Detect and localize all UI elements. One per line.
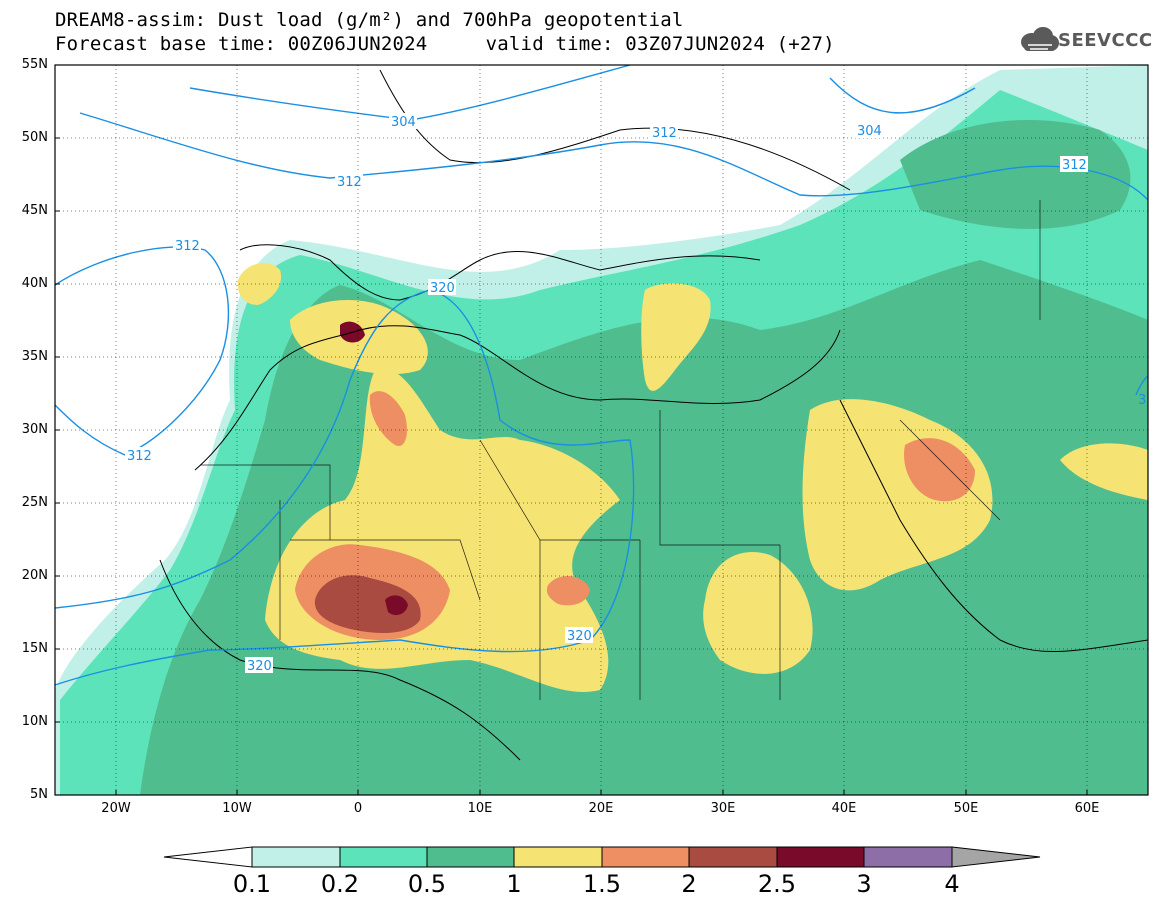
lat-label-40n: 40N (21, 276, 48, 291)
lat-label-25n: 25N (21, 495, 48, 510)
colorbar-label-1-5: 1.5 (582, 870, 622, 898)
colorbar-swatch-3 (426, 846, 515, 868)
dust-zone-yellow-greece (641, 283, 711, 391)
grid-lines (55, 65, 1148, 795)
dust-zone-orange-arabia (904, 438, 975, 502)
coastlines (159, 69, 1148, 761)
colorbar-swatch-7 (776, 846, 865, 868)
contour-label-312e: 312 (127, 449, 152, 464)
cloud-logo-icon (1021, 27, 1059, 51)
contour-label-320a: 320 (430, 281, 455, 296)
map-subtitle: Forecast base time: 00Z06JUN2024 valid t… (55, 33, 835, 55)
lat-label-10n: 10N (21, 714, 48, 729)
dust-zone-orange-chad (546, 575, 590, 606)
contour-label-312a: 312 (652, 126, 677, 141)
dust-zone-orange-algeria (369, 391, 407, 446)
colorbar-swatch-1 (251, 846, 341, 868)
contour-label-312b: 312 (337, 175, 362, 190)
contour-label-312d: 312 (175, 239, 200, 254)
colorbar (163, 846, 1041, 868)
lon-label-20w: 20W (101, 801, 131, 816)
colorbar-label-1: 1 (506, 870, 522, 898)
dust-zone-yellow-gulf (1060, 443, 1148, 500)
lon-label-10e: 10E (467, 801, 493, 816)
lon-label-40e: 40E (831, 801, 857, 816)
dust-zone-maroon (385, 595, 408, 616)
contour-label-304a: 304 (391, 115, 416, 130)
lon-label-0: 0 (353, 801, 363, 816)
dust-zone-yellow-sudan (703, 552, 813, 674)
colorbar-swatch-8 (863, 846, 953, 868)
lon-label-20e: 20E (588, 801, 614, 816)
colorbar-swatch-6 (688, 846, 778, 868)
colorbar-label-2: 2 (681, 870, 697, 898)
colorbar-right-arrow (951, 846, 1041, 868)
colorbar-swatch-2 (339, 846, 428, 868)
dust-zone-darkgreen-east (900, 120, 1131, 229)
country-borders (200, 200, 1041, 700)
colorbar-label-3: 3 (856, 870, 872, 898)
map-title: DREAM8-assim: Dust load (g/m²) and 700hP… (55, 9, 684, 31)
lat-label-35n: 35N (21, 349, 48, 364)
lon-label-30e: 30E (710, 801, 736, 816)
lat-label-45n: 45N (21, 203, 48, 218)
lon-label-10w: 10W (222, 801, 252, 816)
contour-label-320b: 320 (567, 629, 592, 644)
lon-label-50e: 50E (953, 801, 979, 816)
contour-label-320c: 320 (247, 659, 272, 674)
contour-label-304b: 304 (857, 124, 882, 139)
logo-text: SEEVCCC (1058, 30, 1153, 51)
colorbar-label-0-5: 0.5 (407, 870, 447, 898)
dust-zone-darkred (314, 575, 421, 633)
colorbar-label-0-1: 0.1 (232, 870, 272, 898)
contour-label-edge: 3 (1138, 393, 1146, 408)
lat-label-55n: 55N (21, 57, 48, 72)
colorbar-swatch-4 (513, 846, 603, 868)
lon-label-60e: 60E (1074, 801, 1100, 816)
lat-label-20n: 20N (21, 568, 48, 583)
lat-label-50n: 50N (21, 130, 48, 145)
lat-label-5n: 5N (30, 787, 48, 802)
lat-label-15n: 15N (21, 641, 48, 656)
colorbar-label-4: 4 (944, 870, 960, 898)
colorbar-swatch-5 (601, 846, 690, 868)
lat-label-30n: 30N (21, 422, 48, 437)
contour-label-312c: 312 (1062, 158, 1087, 173)
colorbar-label-0-2: 0.2 (320, 870, 360, 898)
colorbar-left-arrow (163, 846, 253, 868)
colorbar-label-2-5: 2.5 (757, 870, 797, 898)
